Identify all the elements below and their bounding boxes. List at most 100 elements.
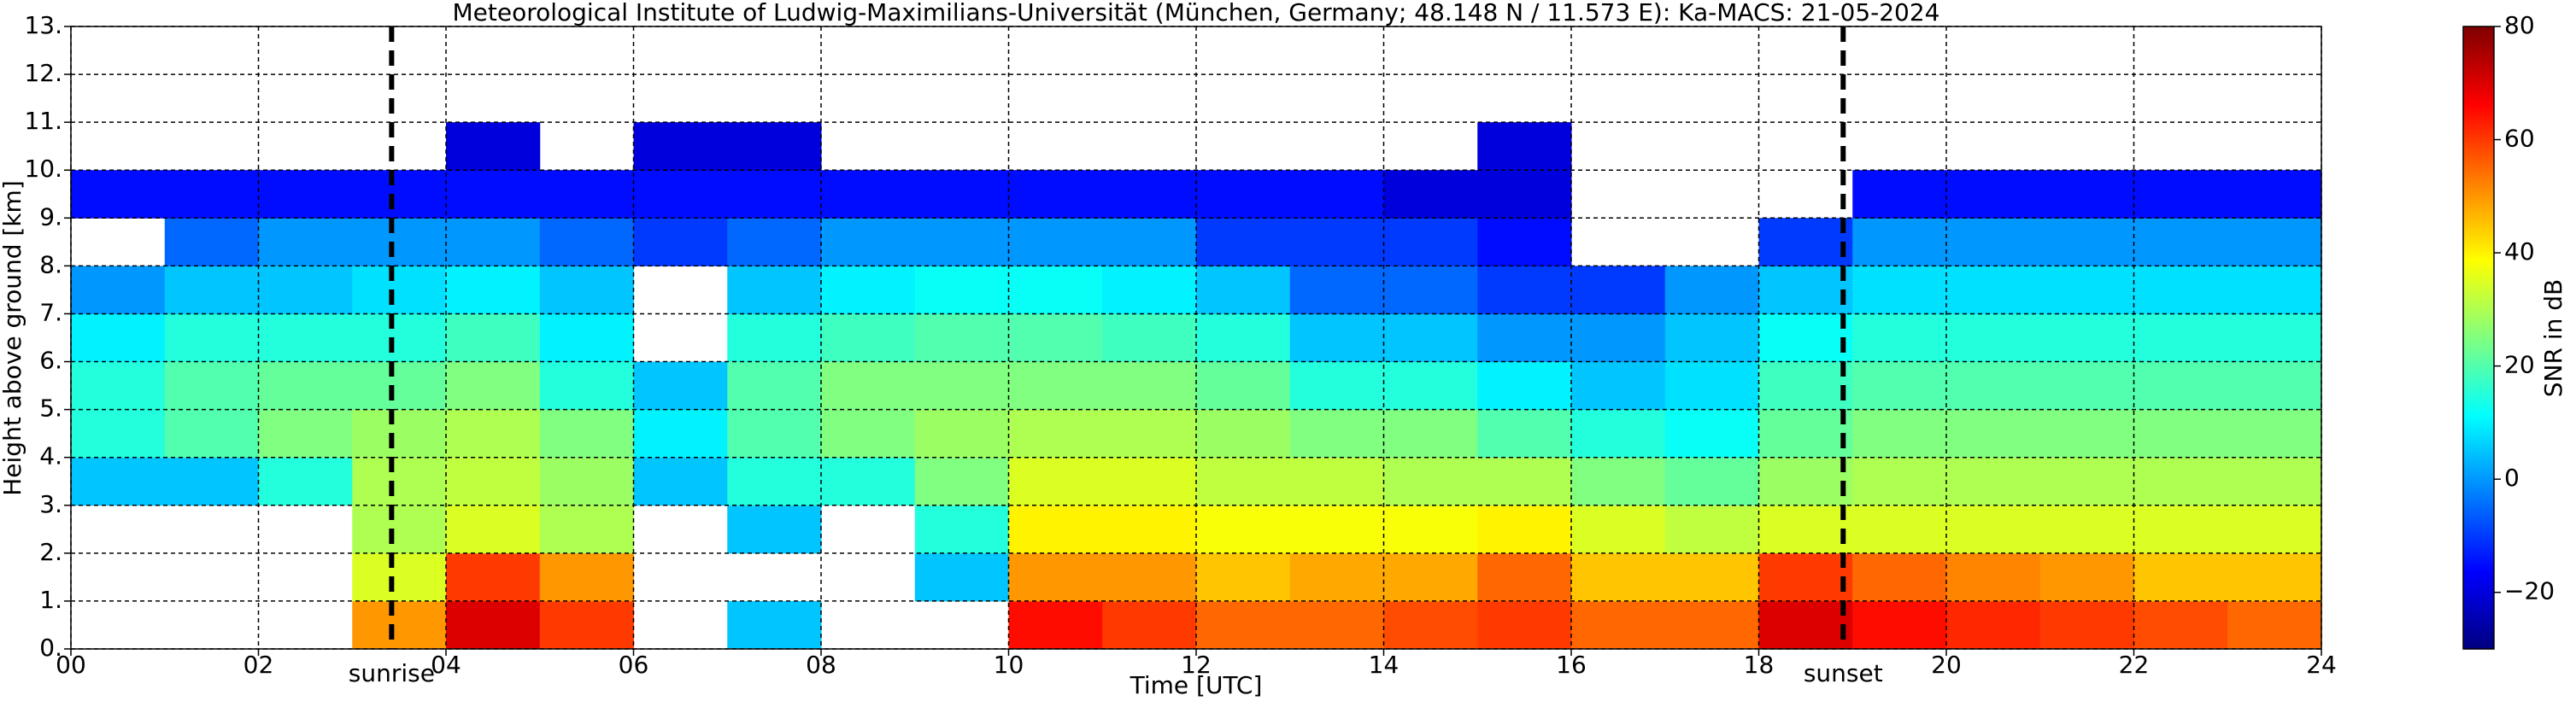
colorbar-swatch xyxy=(2463,253,2494,257)
cell xyxy=(821,266,916,314)
colorbar-swatch xyxy=(2463,295,2494,299)
colorbar-swatch xyxy=(2463,365,2494,370)
colorbar-swatch xyxy=(2463,55,2494,59)
cell xyxy=(446,505,541,554)
cell xyxy=(446,313,541,363)
colorbar-swatch xyxy=(2463,352,2494,355)
colorbar-swatch xyxy=(2463,501,2494,505)
colorbar-swatch xyxy=(2463,646,2494,650)
cell xyxy=(1196,552,1291,602)
colorbar-swatch xyxy=(2463,552,2494,557)
colorbar-swatch xyxy=(2463,592,2494,596)
colorbar-swatch xyxy=(2463,383,2494,387)
cell xyxy=(164,361,259,411)
colorbar-swatch xyxy=(2463,400,2494,404)
colorbar-swatch xyxy=(2463,575,2494,579)
cell xyxy=(2227,266,2322,314)
colorbar-swatch xyxy=(2463,261,2494,265)
cell xyxy=(1383,600,1478,650)
cell xyxy=(539,361,634,411)
cell xyxy=(914,170,1009,219)
cell xyxy=(914,552,1009,602)
colorbar-tick-label: 80 xyxy=(2504,11,2535,39)
cell xyxy=(1289,218,1384,266)
cell xyxy=(1758,600,1853,650)
colorbar-swatch xyxy=(2463,100,2494,104)
colorbar-swatch xyxy=(2463,139,2494,143)
cell xyxy=(1477,361,1572,411)
colorbar-swatch xyxy=(2463,170,2494,174)
cell xyxy=(2133,218,2228,266)
colorbar-swatch xyxy=(2463,391,2494,395)
colorbar-swatch xyxy=(2463,340,2494,344)
cell xyxy=(1102,170,1197,219)
colorbar-swatch xyxy=(2463,74,2494,79)
cell xyxy=(539,457,634,506)
colorbar-swatch xyxy=(2463,173,2494,178)
colorbar-swatch xyxy=(2463,566,2494,570)
cell xyxy=(539,266,634,314)
cell xyxy=(1477,409,1572,459)
colorbar-swatch xyxy=(2463,453,2494,458)
colorbar-swatch xyxy=(2463,442,2494,447)
cell xyxy=(352,361,447,411)
colorbar-swatch xyxy=(2463,190,2494,195)
y-tick-label: 2. xyxy=(39,538,62,566)
cell xyxy=(1196,600,1291,650)
cell xyxy=(164,218,259,266)
y-tick-label: 4. xyxy=(39,442,62,470)
cell xyxy=(2133,313,2228,363)
cell xyxy=(2133,170,2228,219)
cell xyxy=(1946,218,2041,266)
colorbar-swatch xyxy=(2463,535,2494,540)
cell xyxy=(2227,218,2322,266)
colorbar-swatch xyxy=(2463,411,2494,415)
cell xyxy=(727,122,822,171)
colorbar-swatch xyxy=(2463,527,2494,531)
cell xyxy=(727,457,822,506)
cell xyxy=(258,313,353,363)
colorbar-swatch xyxy=(2463,447,2494,452)
colorbar-swatch xyxy=(2463,204,2494,208)
x-tick-label: 04 xyxy=(431,651,461,679)
cell xyxy=(446,600,541,650)
cell xyxy=(2133,505,2228,554)
cell xyxy=(352,552,447,602)
cell xyxy=(1008,409,1103,459)
cell xyxy=(1008,170,1103,219)
cell xyxy=(446,122,541,171)
cell xyxy=(2227,552,2322,602)
colorbar-swatch xyxy=(2463,66,2494,70)
colorbar-swatch xyxy=(2463,459,2494,463)
cell xyxy=(1102,313,1197,363)
cell xyxy=(1383,409,1478,459)
colorbar-swatch xyxy=(2463,538,2494,542)
cell xyxy=(1758,266,1853,314)
colorbar-swatch xyxy=(2463,286,2494,290)
colorbar-swatch xyxy=(2463,133,2494,137)
cell xyxy=(164,457,259,506)
cell xyxy=(446,361,541,411)
colorbar-swatch xyxy=(2463,26,2494,30)
cell xyxy=(821,457,916,506)
cell xyxy=(1946,266,2041,314)
cell xyxy=(539,313,634,363)
colorbar-swatch xyxy=(2463,600,2494,605)
cell xyxy=(1383,552,1478,602)
colorbar-swatch xyxy=(2463,137,2494,141)
cell xyxy=(71,361,166,411)
cell xyxy=(727,409,822,459)
cell xyxy=(1196,266,1291,314)
colorbar-swatch xyxy=(2463,493,2494,497)
cell xyxy=(1196,457,1291,506)
colorbar-swatch xyxy=(2463,34,2494,38)
colorbar-swatch xyxy=(2463,473,2494,477)
cell xyxy=(2227,457,2322,506)
cell xyxy=(821,218,916,266)
cell xyxy=(1289,600,1384,650)
colorbar-swatch xyxy=(2463,546,2494,551)
cell xyxy=(914,409,1009,459)
colorbar-swatch xyxy=(2463,40,2494,44)
colorbar-swatch xyxy=(2463,105,2494,109)
